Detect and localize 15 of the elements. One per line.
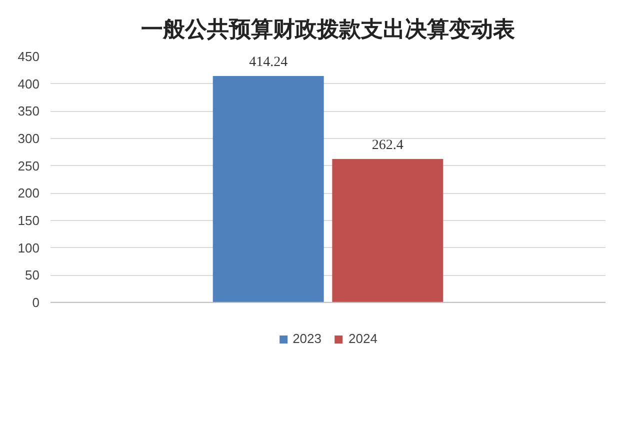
y-tick-label: 250 bbox=[18, 158, 40, 174]
y-tick-label: 0 bbox=[32, 294, 40, 310]
y-tick-label: 400 bbox=[18, 76, 40, 92]
data-label: 262.4 bbox=[372, 138, 404, 154]
y-tick-label: 100 bbox=[18, 240, 40, 256]
legend-label: 2024 bbox=[348, 331, 378, 346]
chart-title: 一般公共预算财政拨款支出决算变动表 bbox=[141, 16, 515, 42]
y-tick-label: 450 bbox=[18, 49, 40, 64]
y-tick-label: 300 bbox=[18, 130, 40, 146]
y-tick-label: 150 bbox=[18, 212, 40, 228]
y-tick-label: 50 bbox=[25, 268, 40, 283]
legend-label: 2023 bbox=[292, 331, 322, 346]
data-label: 414.24 bbox=[249, 55, 288, 70]
y-tick-label: 350 bbox=[18, 104, 40, 119]
y-tick-label: 200 bbox=[18, 186, 40, 201]
